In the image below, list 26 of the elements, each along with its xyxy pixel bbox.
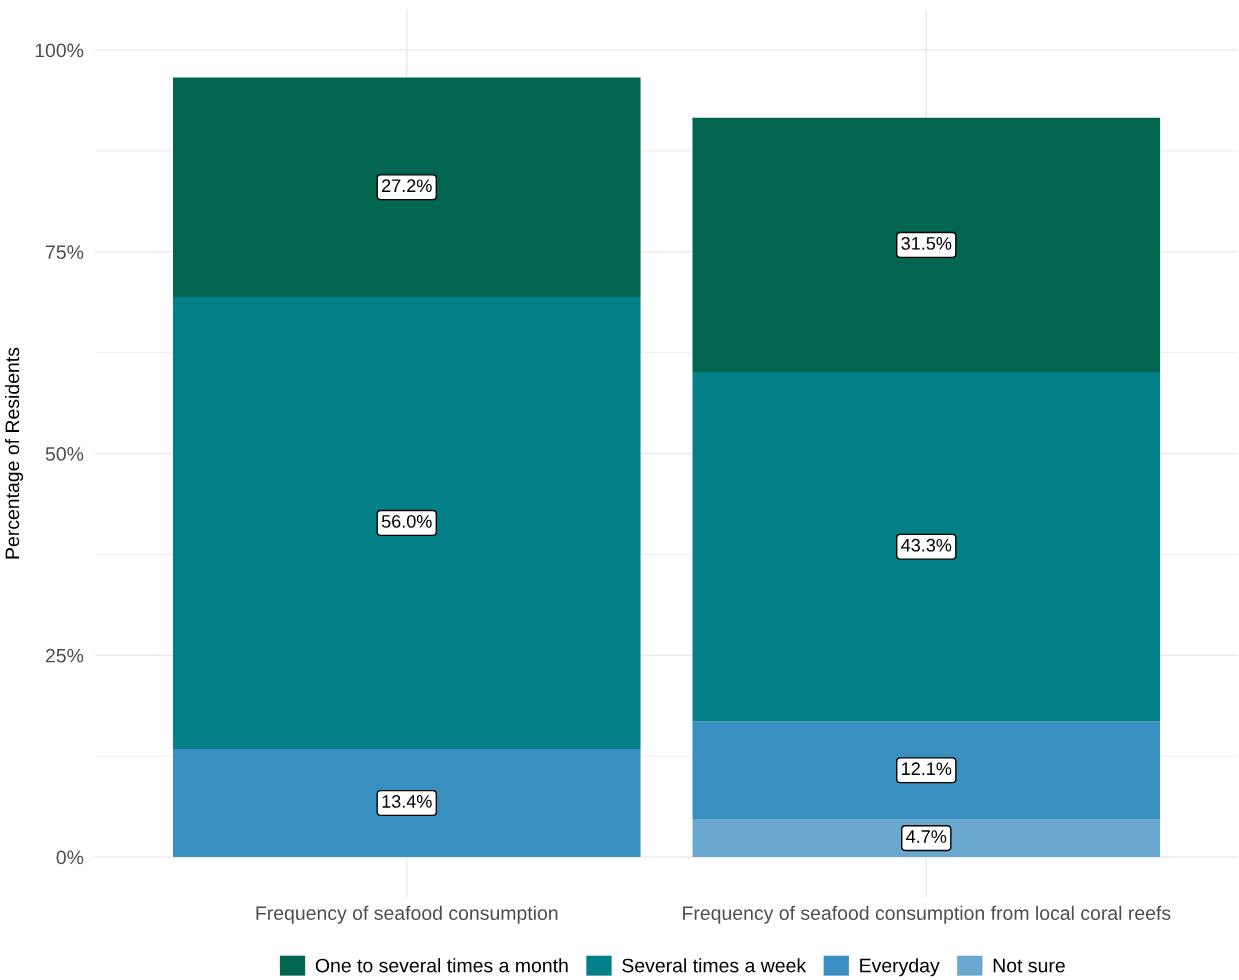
bar: [692, 117, 1161, 373]
x-tick-label: Frequency of seafood consumption from local coral reefs: [683, 905, 1171, 924]
data-label: 27.2%: [382, 179, 432, 193]
legend-label: Not sure: [993, 958, 1065, 973]
bar: [172, 296, 641, 749]
y-tick-label: 50%: [45, 447, 84, 461]
data-label: 43.3%: [901, 538, 952, 552]
bar: [692, 372, 1161, 722]
y-axis-title: Percentage of Residents: [4, 347, 24, 559]
legend-label: Everyday: [860, 958, 940, 977]
y-tick-label: 0%: [56, 850, 84, 865]
y-tick-label: 75%: [46, 245, 84, 260]
data-label: 56.0%: [381, 515, 432, 528]
legend-label: Several times a week: [622, 958, 807, 973]
bar: [172, 748, 641, 858]
bar: [692, 721, 1161, 820]
data-label: 12.1%: [902, 762, 952, 776]
legend-label: One to several times a month: [315, 958, 568, 973]
x-tick-label: Frequency of seafood consumption: [256, 905, 558, 924]
data-label: 13.4%: [382, 795, 432, 808]
data-label: 4.7%: [906, 830, 947, 843]
y-tick-label: 25%: [45, 648, 84, 663]
bar: [172, 77, 641, 297]
data-label: 31.5%: [901, 237, 952, 250]
y-tick-label: 100%: [35, 43, 84, 58]
bar: [692, 819, 1161, 858]
